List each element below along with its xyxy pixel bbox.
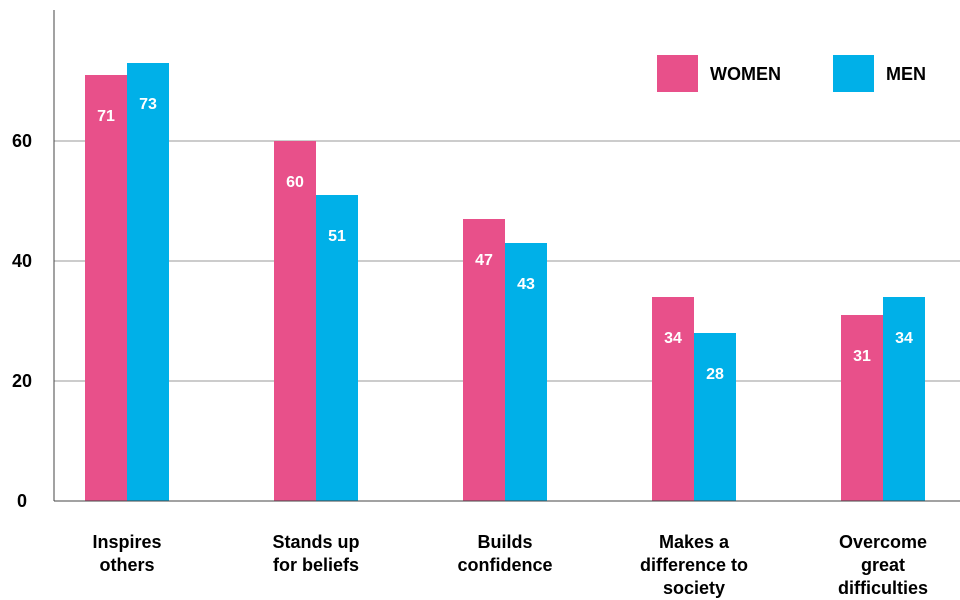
bar-women-0 — [85, 75, 127, 501]
bar-women-1 — [274, 141, 316, 501]
bar-men-2 — [505, 243, 547, 501]
bars — [85, 63, 925, 501]
y-tick-label: 20 — [12, 371, 32, 391]
x-category-label: society — [663, 578, 725, 598]
x-category-label: difference to — [640, 555, 748, 575]
x-category-label: Inspires — [92, 532, 161, 552]
y-tick-label: 0 — [17, 491, 27, 511]
data-label: 34 — [895, 330, 913, 347]
legend-swatch-women — [657, 55, 698, 92]
data-label: 51 — [328, 228, 346, 245]
x-category-label: great — [861, 555, 905, 575]
x-category-label: Makes a — [659, 532, 730, 552]
bar-men-0 — [127, 63, 169, 501]
legend: WOMEN MEN — [657, 55, 926, 92]
x-category-label: difficulties — [838, 578, 928, 598]
bar-women-3 — [652, 297, 694, 501]
data-label: 31 — [853, 348, 871, 365]
x-category-label: Overcome — [839, 532, 927, 552]
bar-women-4 — [841, 315, 883, 501]
x-category-label: others — [99, 555, 154, 575]
data-label: 47 — [475, 252, 493, 269]
bar-men-4 — [883, 297, 925, 501]
y-tick-label: 60 — [12, 131, 32, 151]
bar-women-2 — [463, 219, 505, 501]
bar-men-1 — [316, 195, 358, 501]
x-axis-categories: Inspires others Stands up for beliefs Builds… — [92, 532, 928, 598]
legend-swatch-men — [833, 55, 874, 92]
x-category-label: Builds — [477, 532, 532, 552]
legend-label-women: WOMEN — [710, 64, 781, 84]
x-category-label: for beliefs — [273, 555, 359, 575]
data-label: 60 — [286, 174, 304, 191]
data-label: 34 — [664, 330, 682, 347]
y-tick-label: 40 — [12, 251, 32, 271]
y-axis-ticks: 0 20 40 60 — [12, 131, 32, 511]
legend-label-men: MEN — [886, 64, 926, 84]
data-labels: 71 73 60 51 47 43 34 28 31 34 — [97, 96, 913, 383]
data-label: 43 — [517, 276, 535, 293]
x-category-label: confidence — [457, 555, 552, 575]
x-category-label: Stands up — [272, 532, 359, 552]
data-label: 28 — [706, 366, 724, 383]
bar-men-3 — [694, 333, 736, 501]
data-label: 73 — [139, 96, 157, 113]
data-label: 71 — [97, 108, 115, 125]
